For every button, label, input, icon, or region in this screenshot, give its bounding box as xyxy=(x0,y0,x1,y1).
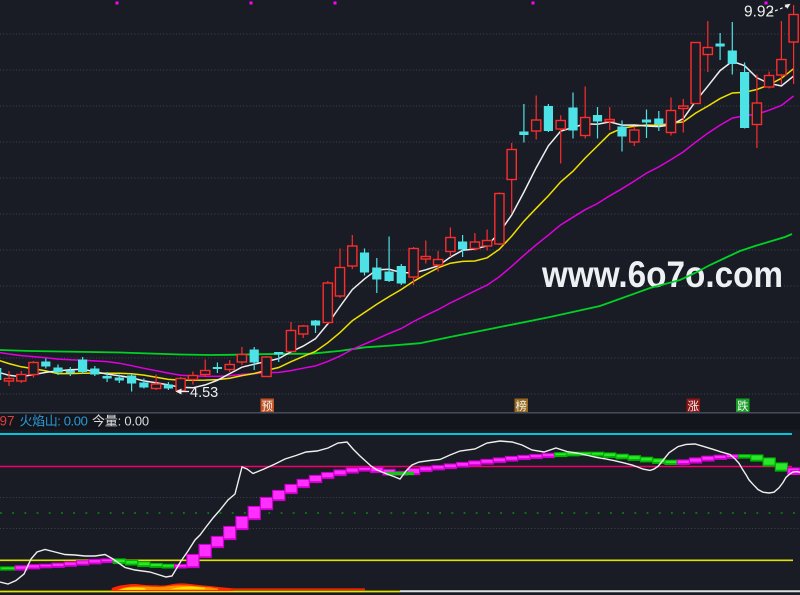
svg-text:涨: 涨 xyxy=(688,400,700,413)
svg-text:4.53: 4.53 xyxy=(190,385,218,401)
svg-text:今量: 0.00: 今量: 0.00 xyxy=(92,414,149,429)
svg-text:榜: 榜 xyxy=(516,399,528,413)
svg-text:9.92: 9.92 xyxy=(744,4,774,21)
svg-text:火焰山: 0.00: 火焰山: 0.00 xyxy=(20,414,88,429)
svg-text:预: 预 xyxy=(262,400,274,413)
svg-text:跌: 跌 xyxy=(737,399,749,413)
svg-text:97: 97 xyxy=(0,414,15,429)
svg-text:www.6o7o.com: www.6o7o.com xyxy=(541,254,783,295)
